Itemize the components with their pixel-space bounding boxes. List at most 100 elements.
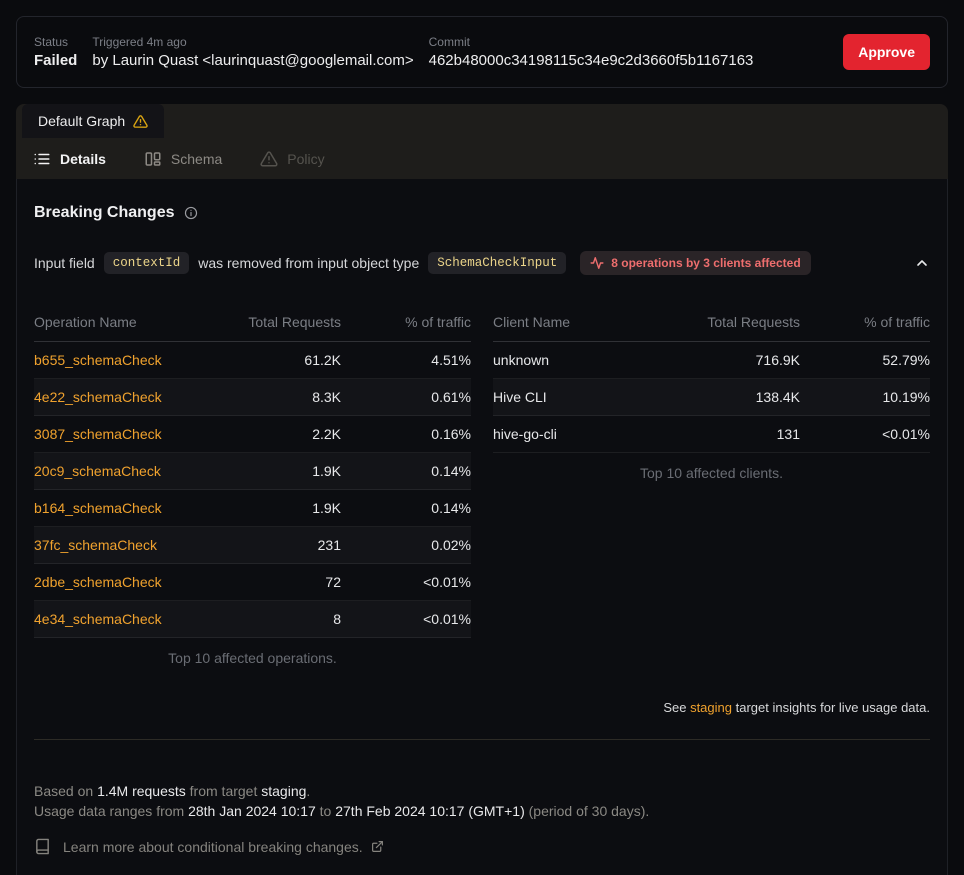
staging-target-link[interactable]: staging — [690, 700, 732, 715]
breaking-changes-title: Breaking Changes — [34, 204, 175, 221]
based-on-line: Based on 1.4M requests from target stagi… — [34, 781, 930, 801]
operation-link[interactable]: 37fc_schemaCheck — [34, 537, 157, 553]
range-to-date: 27th Feb 2024 10:17 (GMT+1) — [335, 803, 525, 819]
date-range-line: Usage data ranges from 28th Jan 2024 10:… — [34, 801, 930, 821]
tab-policy[interactable]: Policy — [260, 150, 325, 168]
details-panel: Breaking Changes Input field contextId w… — [16, 179, 948, 875]
tab-default-graph[interactable]: Default Graph — [22, 104, 165, 138]
operation-link[interactable]: b164_schemaCheck — [34, 500, 162, 516]
operation-link[interactable]: 20c9_schemaCheck — [34, 463, 161, 479]
traffic-value: <0.01% — [423, 574, 471, 590]
check-summary-card: Status Failed Triggered 4m ago by Laurin… — [16, 16, 948, 88]
traffic-value: 10.19% — [882, 389, 930, 405]
table-row: b655_schemaCheck 61.2K 4.51% — [34, 342, 471, 379]
operations-caption: Top 10 affected operations. — [168, 650, 337, 666]
client-name: Hive CLI — [493, 389, 547, 405]
request-count: 1.4M requests — [97, 783, 186, 799]
requests-value: 131 — [776, 426, 800, 442]
operation-link[interactable]: b655_schemaCheck — [34, 352, 162, 368]
column-header: % of traffic — [405, 313, 471, 330]
learn-more-link[interactable]: Learn more about conditional breaking ch… — [34, 838, 930, 855]
graph-tab-label: Default Graph — [38, 113, 126, 129]
requests-value: 1.9K — [312, 500, 341, 516]
table-row: 4e34_schemaCheck 8 <0.01% — [34, 601, 471, 638]
footer-divider — [34, 739, 930, 740]
workspace: Default Graph Details — [16, 104, 948, 875]
column-header: Total Requests — [248, 313, 341, 330]
table-row: 4e22_schemaCheck 8.3K 0.61% — [34, 379, 471, 416]
graph-tab-strip: Default Graph — [16, 104, 948, 138]
operation-link[interactable]: 2dbe_schemaCheck — [34, 574, 162, 590]
column-header: % of traffic — [864, 313, 930, 330]
tab-details[interactable]: Details — [33, 150, 106, 168]
warning-triangle-icon — [260, 150, 278, 168]
change-text-prefix: Input field — [34, 255, 95, 271]
tab-schema[interactable]: Schema — [144, 150, 222, 168]
requests-value: 8 — [333, 611, 341, 627]
table-row: 2dbe_schemaCheck 72 <0.01% — [34, 564, 471, 601]
info-icon[interactable] — [184, 206, 198, 220]
schema-icon — [144, 150, 162, 168]
traffic-value: 0.14% — [431, 500, 471, 516]
clients-table-header: Client Name Total Requests % of traffic — [493, 302, 930, 342]
traffic-value: 0.16% — [431, 426, 471, 442]
range-from-date: 28th Jan 2024 10:17 — [188, 803, 316, 819]
table-row: b164_schemaCheck 1.9K 0.14% — [34, 490, 471, 527]
operation-link[interactable]: 4e34_schemaCheck — [34, 611, 162, 627]
requests-value: 231 — [317, 537, 341, 553]
tab-schema-label: Schema — [170, 150, 223, 167]
triggered-group: Triggered 4m ago by Laurin Quast <laurin… — [92, 35, 413, 69]
commit-label: Commit — [428, 35, 470, 49]
table-row: Hive CLI 138.4K 10.19% — [493, 379, 930, 416]
based-on-post: . — [306, 783, 311, 799]
warning-triangle-icon — [133, 114, 148, 129]
traffic-value: 52.79% — [882, 352, 930, 368]
learn-more-label: Learn more about conditional breaking ch… — [63, 838, 363, 855]
external-link-icon — [371, 840, 384, 853]
traffic-value: 0.14% — [431, 463, 471, 479]
operation-link[interactable]: 4e22_schemaCheck — [34, 389, 162, 405]
column-header: Client Name — [493, 313, 571, 330]
range-pre: Usage data ranges from — [34, 803, 189, 819]
column-header: Operation Name — [34, 313, 137, 330]
client-name: unknown — [493, 352, 550, 368]
chevron-up-icon[interactable] — [914, 255, 930, 271]
traffic-value: 4.51% — [431, 352, 471, 368]
commit-hash: 462b48000c34198115c34e9c2d3660f5b1167163 — [428, 52, 754, 69]
breaking-change-row[interactable]: Input field contextId was removed from i… — [34, 251, 930, 275]
book-icon — [34, 838, 51, 855]
requests-value: 8.3K — [312, 389, 341, 405]
triggered-label: Triggered 4m ago — [92, 35, 187, 49]
approve-button[interactable]: Approve — [843, 34, 930, 70]
activity-pulse-icon — [590, 256, 604, 270]
live-usage-note: See staging target insights for live usa… — [34, 700, 930, 715]
requests-value: 61.2K — [304, 352, 341, 368]
requests-value: 716.9K — [755, 352, 800, 368]
client-name: hive-go-cli — [493, 426, 557, 442]
impact-badge-label: 8 operations by 3 clients affected — [611, 256, 801, 270]
status-label: Status — [34, 35, 69, 49]
requests-value: 1.9K — [312, 463, 341, 479]
status-group: Status Failed — [34, 35, 77, 69]
table-row: unknown 716.9K 52.79% — [493, 342, 930, 379]
note-pre: See — [663, 700, 691, 715]
operations-table: Operation Name Total Requests % of traffic… — [34, 302, 471, 666]
based-on-pre: Based on — [34, 783, 98, 799]
requests-value: 138.4K — [755, 389, 800, 405]
table-row: hive-go-cli 131 <0.01% — [493, 416, 930, 453]
list-icon — [33, 150, 51, 168]
table-row: 3087_schemaCheck 2.2K 0.16% — [34, 416, 471, 453]
clients-table: Client Name Total Requests % of traffic un… — [493, 302, 930, 666]
traffic-value: <0.01% — [882, 426, 930, 442]
table-row: 20c9_schemaCheck 1.9K 0.14% — [34, 453, 471, 490]
field-code-chip: contextId — [103, 252, 190, 274]
usage-footer: Based on 1.4M requests from target stagi… — [34, 781, 930, 821]
change-text-middle: was removed from input object type — [198, 255, 420, 271]
traffic-value: 0.02% — [431, 537, 471, 553]
based-on-mid: from target — [185, 783, 262, 799]
operation-link[interactable]: 3087_schemaCheck — [34, 426, 162, 442]
clients-caption: Top 10 affected clients. — [640, 465, 783, 481]
view-toolbar: Details Schema Policy — [16, 138, 948, 179]
traffic-value: <0.01% — [423, 611, 471, 627]
note-post: target insights for live usage data. — [731, 700, 930, 715]
